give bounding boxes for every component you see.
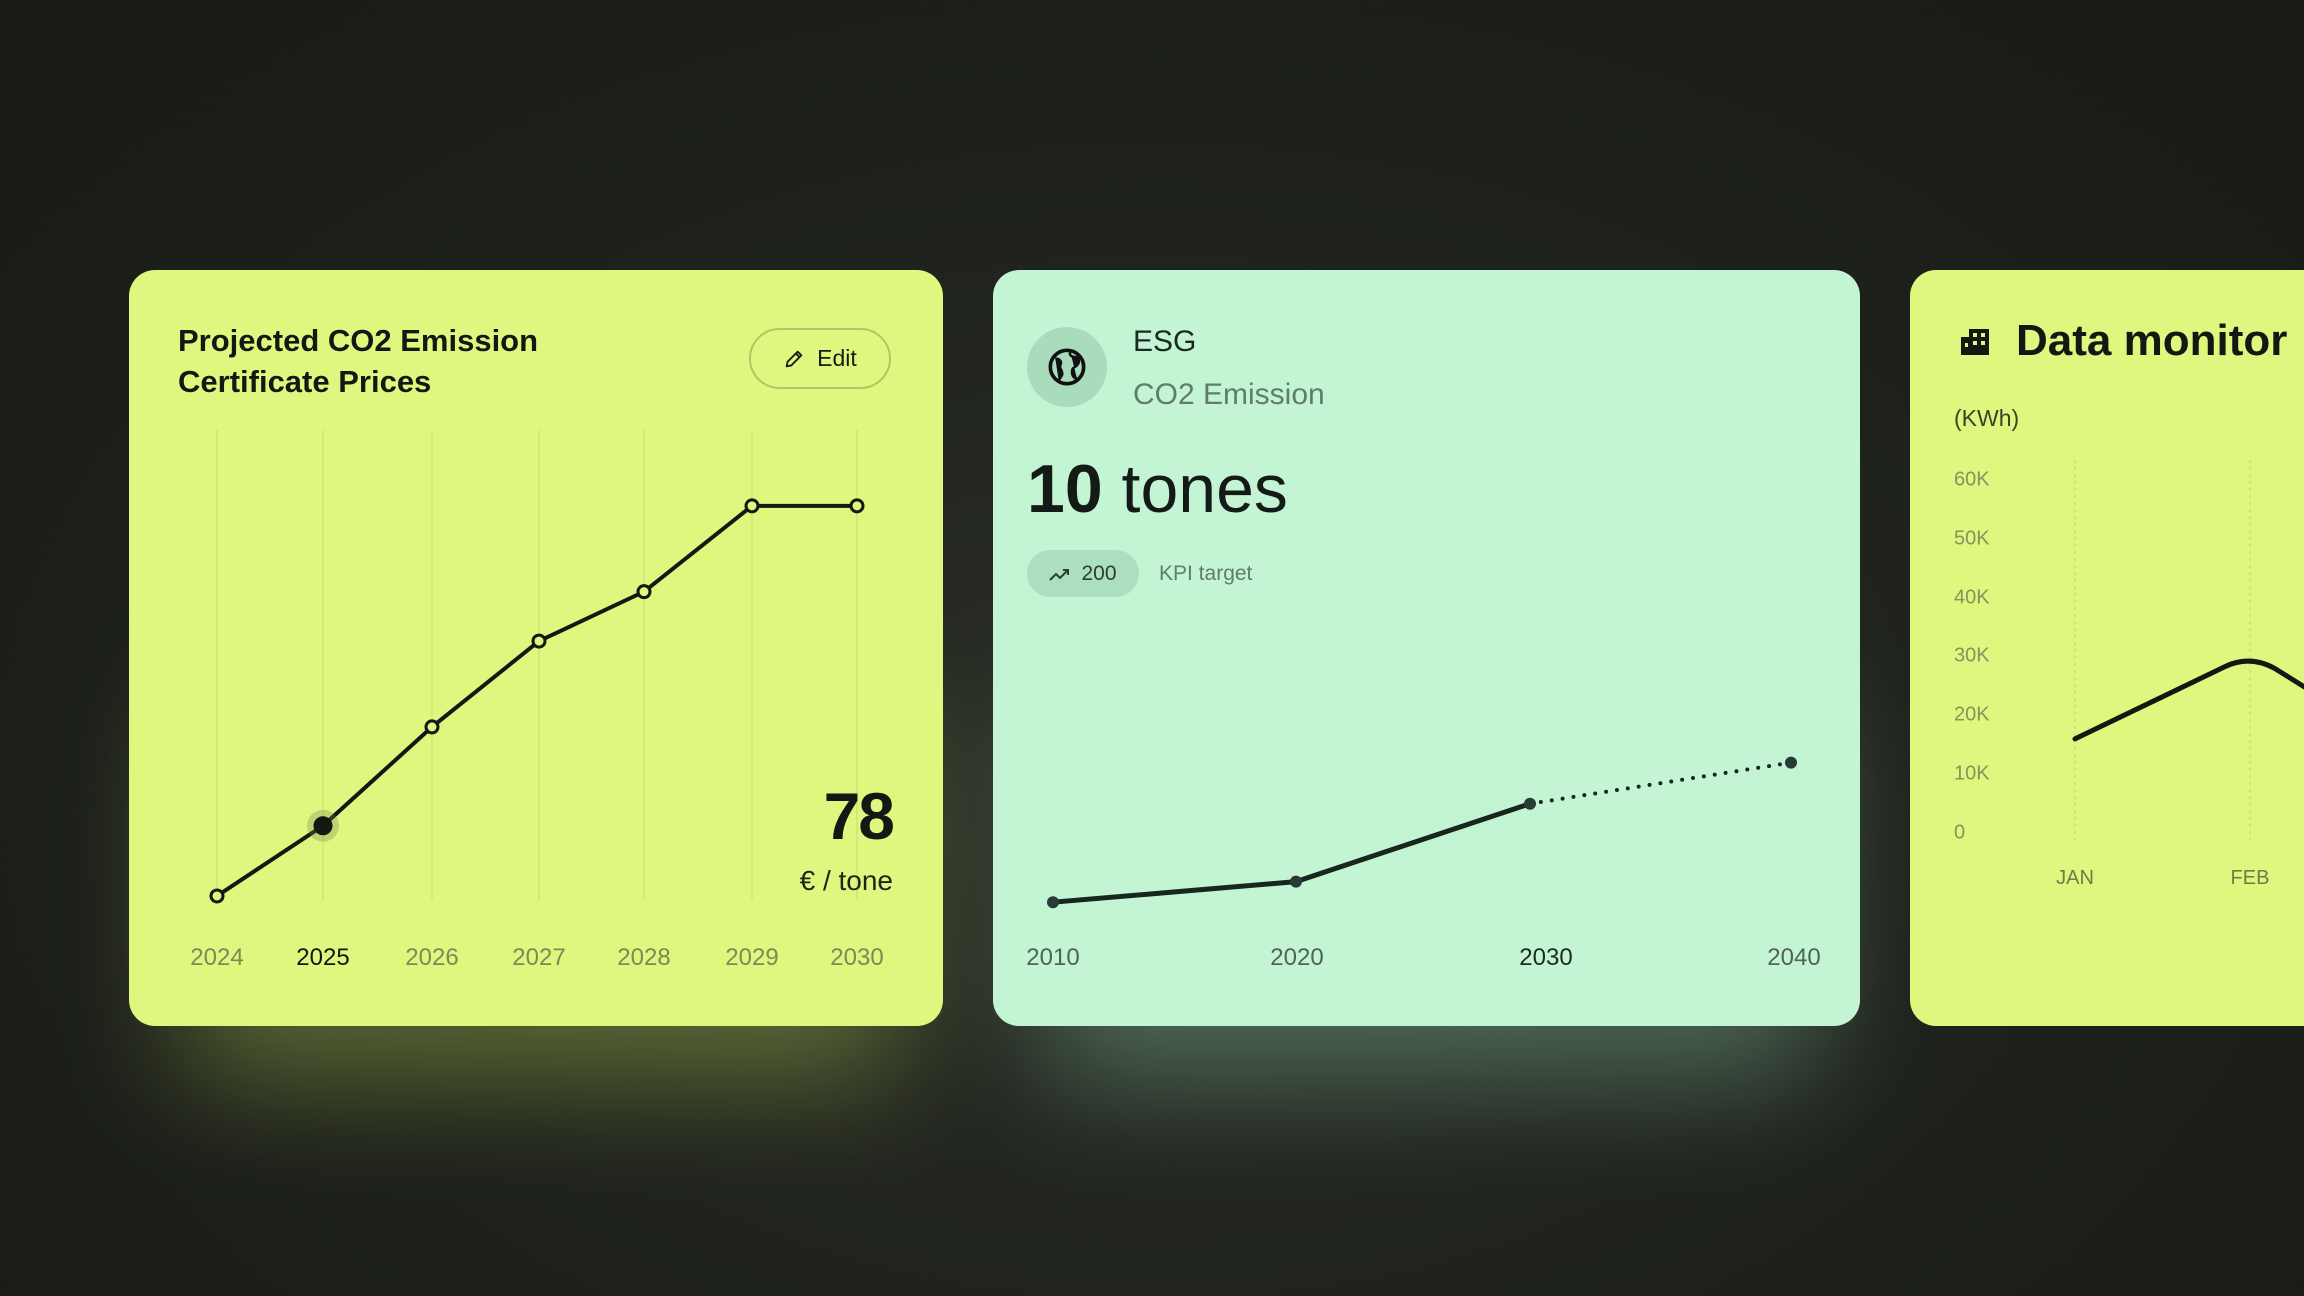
x-tick-label: 2026 bbox=[405, 944, 459, 971]
x-tick-label: 2027 bbox=[512, 944, 566, 971]
y-tick-label: 60K bbox=[1954, 468, 1990, 491]
kpi-label: KPI target bbox=[1159, 562, 1253, 585]
esg-label: ESG bbox=[1133, 325, 1197, 358]
edit-button[interactable]: Edit bbox=[749, 328, 891, 389]
unit-label: (KWh) bbox=[1954, 405, 2020, 431]
emission-amount: 10 tones bbox=[1027, 450, 1288, 528]
x-tick-label: JAN bbox=[2056, 867, 2094, 889]
data-point[interactable] bbox=[849, 498, 865, 514]
actual-line bbox=[1052, 801, 1531, 905]
data-monitor-card: Data monitor (KWh) 60K 50K 40K 30K 20K 10K 0 JA… bbox=[1910, 270, 2304, 1026]
y-tick-label: 10K bbox=[1954, 762, 1990, 785]
pencil-icon bbox=[785, 350, 803, 367]
y-tick-label: 40K bbox=[1954, 586, 1990, 609]
data-point[interactable] bbox=[1290, 875, 1302, 888]
y-tick-label: 0 bbox=[1954, 821, 1966, 844]
data-point[interactable] bbox=[531, 633, 547, 649]
price-unit: € / tone bbox=[799, 865, 893, 896]
esg-card: ESG CO2 Emission 10 tones 200 KPI target… bbox=[993, 270, 1860, 1026]
y-tick-label: 50K bbox=[1954, 527, 1990, 550]
x-tick-label: 2030 bbox=[1519, 944, 1573, 971]
kpi-value: 200 bbox=[1081, 561, 1117, 585]
x-tick-label: FEB bbox=[2230, 867, 2270, 889]
x-tick-label: 2010 bbox=[1026, 944, 1080, 971]
data-point[interactable] bbox=[424, 719, 440, 735]
amount-unit: tones bbox=[1121, 451, 1288, 527]
title-line-2: Certificate Prices bbox=[178, 364, 432, 399]
data-point[interactable] bbox=[313, 816, 333, 836]
data-point[interactable] bbox=[1047, 896, 1059, 909]
x-tick-label: 2030 bbox=[830, 944, 884, 971]
y-tick-label: 30K bbox=[1954, 644, 1990, 667]
building-icon bbox=[1961, 329, 1989, 355]
amount-value: 10 bbox=[1027, 451, 1103, 527]
data-point[interactable] bbox=[1524, 797, 1536, 810]
energy-line bbox=[2072, 658, 2304, 742]
x-tick-label: 2040 bbox=[1767, 944, 1821, 971]
globe-icon-badge bbox=[1027, 327, 1107, 407]
data-point[interactable] bbox=[636, 584, 652, 600]
kpi-badge: 200 bbox=[1027, 550, 1139, 597]
card-title: Data monitor bbox=[2016, 316, 2288, 365]
x-tick-label: 2024 bbox=[190, 944, 244, 971]
edit-label: Edit bbox=[817, 345, 857, 371]
x-tick-label: 2025 bbox=[296, 944, 350, 971]
price-line-chart bbox=[209, 430, 865, 904]
emission-line-chart bbox=[1047, 756, 1797, 909]
card-title: Projected CO2 Emission Certificate Price… bbox=[178, 320, 538, 402]
data-point[interactable] bbox=[209, 888, 225, 904]
globe-icon bbox=[1048, 348, 1086, 386]
energy-line-chart bbox=[2072, 460, 2304, 840]
trending-up-icon bbox=[1049, 568, 1070, 581]
title-line-1: Projected CO2 Emission bbox=[178, 323, 539, 358]
x-tick-label: 2028 bbox=[617, 944, 671, 971]
price-value: 78 bbox=[823, 779, 895, 853]
y-tick-label: 20K bbox=[1954, 703, 1990, 726]
x-tick-label: 2020 bbox=[1270, 944, 1324, 971]
projected-line bbox=[1528, 760, 1793, 806]
data-point[interactable] bbox=[1785, 756, 1797, 769]
x-tick-label: 2029 bbox=[725, 944, 779, 971]
data-point[interactable] bbox=[744, 498, 760, 514]
esg-subtitle: CO2 Emission bbox=[1133, 378, 1325, 411]
co2-price-card: Projected CO2 Emission Certificate Price… bbox=[129, 270, 943, 1026]
